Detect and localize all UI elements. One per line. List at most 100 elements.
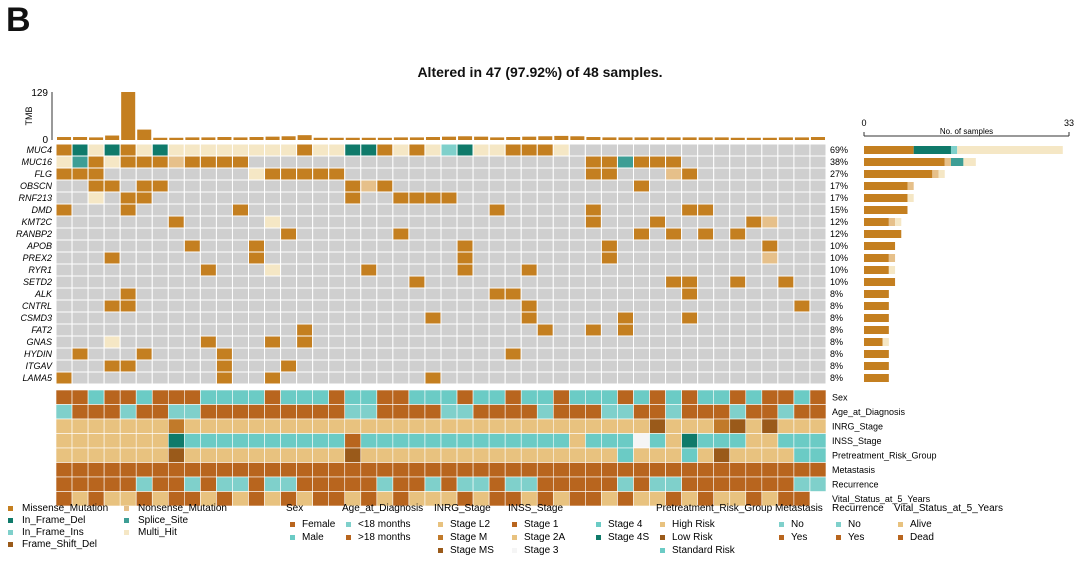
gene-label: MUC16	[21, 157, 52, 167]
empty-cell	[809, 287, 827, 301]
empty-cell	[793, 275, 811, 289]
clinical-cell	[167, 418, 185, 434]
empty-cell	[681, 143, 699, 157]
clinical-cell	[617, 433, 634, 449]
clinical-cell	[520, 418, 538, 434]
empty-cell	[777, 203, 795, 217]
empty-cell	[777, 179, 795, 193]
empty-cell	[697, 239, 715, 253]
tmb-bar	[586, 137, 601, 140]
clinical-cell	[312, 447, 330, 463]
empty-cell	[809, 227, 827, 241]
empty-cell	[745, 335, 763, 349]
empty-cell	[681, 299, 699, 313]
mutation-cell	[681, 311, 699, 325]
clinical-cell	[601, 491, 618, 507]
empty-cell	[761, 203, 779, 217]
empty-cell	[504, 179, 522, 193]
empty-cell	[408, 203, 426, 217]
mutation-cell	[392, 227, 410, 241]
empty-cell	[328, 335, 346, 349]
clinical-cell	[360, 418, 378, 434]
mutation-cell	[456, 251, 474, 265]
empty-cell	[440, 155, 458, 169]
empty-cell	[488, 227, 506, 241]
clinical-cell	[649, 418, 666, 434]
empty-cell	[777, 251, 795, 265]
empty-cell	[729, 299, 747, 313]
empty-cell	[488, 179, 506, 193]
empty-cell	[456, 299, 474, 313]
empty-cell	[649, 275, 667, 289]
mutation-cell	[761, 239, 779, 253]
empty-cell	[71, 251, 89, 265]
clinical-cell	[809, 404, 827, 420]
empty-cell	[456, 359, 474, 373]
empty-cell	[328, 155, 346, 169]
clinical-cell	[713, 462, 731, 478]
clinical-cell	[135, 404, 153, 420]
empty-cell	[183, 323, 201, 337]
clinical-cell	[601, 389, 618, 405]
empty-cell	[552, 239, 570, 253]
empty-cell	[328, 251, 346, 265]
tmb-bar	[105, 135, 120, 140]
empty-cell	[633, 215, 651, 229]
empty-cell	[183, 179, 201, 193]
empty-cell	[215, 203, 233, 217]
empty-cell	[151, 359, 169, 373]
empty-cell	[729, 371, 747, 385]
empty-cell	[745, 347, 763, 361]
mutation-cell	[665, 155, 683, 169]
mutation-cell	[55, 167, 73, 181]
empty-cell	[697, 251, 715, 265]
clinical-cell	[216, 418, 233, 434]
legend-label: High Risk	[672, 519, 716, 530]
empty-cell	[729, 155, 747, 169]
empty-cell	[231, 299, 249, 313]
gene-percent-label: 69%	[830, 145, 848, 155]
empty-cell	[360, 323, 378, 337]
clinical-cell	[488, 447, 506, 463]
empty-cell	[520, 155, 538, 169]
empty-cell	[408, 323, 426, 337]
clinical-cell	[456, 404, 474, 420]
clinical-cell	[809, 389, 827, 405]
clinical-cell	[569, 462, 586, 478]
gene-count-bar-segment	[950, 146, 958, 154]
empty-cell	[424, 155, 442, 169]
empty-cell	[729, 323, 747, 337]
empty-cell	[360, 167, 378, 181]
empty-cell	[215, 179, 233, 193]
empty-cell	[183, 359, 201, 373]
tmb-bar	[201, 137, 216, 140]
clinical-cell	[119, 433, 137, 449]
legend-swatch	[836, 522, 841, 527]
empty-cell	[552, 155, 570, 169]
clinical-cell	[392, 476, 410, 492]
clinical-cell	[472, 476, 490, 492]
gene-count-bar-segment	[864, 362, 889, 370]
mutation-cell	[103, 155, 121, 169]
clinical-cell	[408, 418, 426, 434]
empty-cell	[408, 287, 426, 301]
empty-cell	[761, 179, 779, 193]
legend-group-title: Recurrence	[832, 503, 884, 514]
empty-cell	[215, 191, 233, 205]
clinical-cell	[312, 389, 330, 405]
mutation-cell	[424, 143, 442, 157]
legend-swatch	[660, 548, 665, 553]
empty-cell	[312, 215, 330, 229]
empty-cell	[264, 155, 282, 169]
empty-cell	[729, 179, 747, 193]
empty-cell	[809, 215, 827, 229]
clinical-cell	[440, 404, 458, 420]
empty-cell	[167, 347, 185, 361]
empty-cell	[135, 335, 153, 349]
empty-cell	[488, 251, 506, 265]
legend-swatch	[346, 535, 351, 540]
empty-cell	[681, 251, 699, 265]
empty-cell	[344, 299, 362, 313]
empty-cell	[456, 167, 474, 181]
empty-cell	[264, 311, 282, 325]
